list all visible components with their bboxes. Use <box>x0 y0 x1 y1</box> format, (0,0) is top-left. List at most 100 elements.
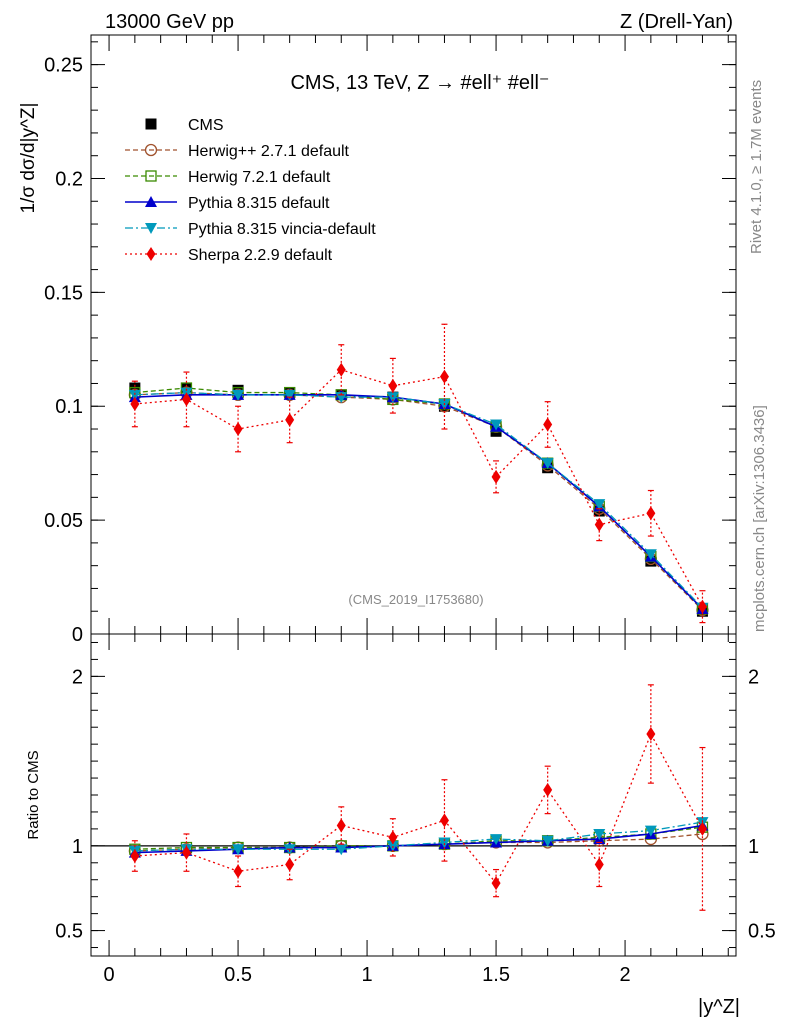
main-y-tick-label: 0.25 <box>44 55 83 77</box>
data-point-sherpa-2-2-9-default <box>233 864 243 879</box>
legend-entry-pythia-8-315-vincia-default: Pythia 8.315 vincia-default <box>125 221 376 238</box>
data-point-sherpa-2-2-9-default <box>130 396 140 411</box>
data-point-pythia-8-315-vincia-default <box>490 834 503 846</box>
x-axis-label: |y^Z| <box>698 996 740 1018</box>
ratio-y-tick-label: 0.5 <box>55 921 83 943</box>
data-point-sherpa-2-2-9-default <box>181 392 191 407</box>
mcplots-source-label: mcplots.cern.ch [arXiv:1306.3436] <box>751 405 768 632</box>
series-line-herwig-7-2-1-default <box>134 387 703 610</box>
main-panel-axes: 0 0.05 0.1 0.15 0.2 0.25 <box>44 35 736 646</box>
ratio-panel-frame <box>90 633 737 957</box>
data-point-pythia-8-315-vincia-default <box>128 389 141 401</box>
header-analysis-label: Z (Drell-Yan) <box>620 11 733 33</box>
main-y-tick-label: 0 <box>72 624 83 646</box>
legend-entry-sherpa-2-2-9-default: Sherpa 2.2.9 default <box>125 247 333 264</box>
data-point-sherpa-2-2-9-default <box>233 422 243 437</box>
data-point-sherpa-2-2-9-default <box>285 412 295 427</box>
data-point-pythia-8-315-vincia-default <box>438 837 451 849</box>
data-point-sherpa-2-2-9-default <box>646 726 656 741</box>
data-point-pythia-8-315-vincia-default <box>232 844 245 856</box>
rivet-version-label: Rivet 4.1.0, ≥ 1.7M events <box>748 80 765 254</box>
legend-entry-herwig-7-2-1-default: Herwig 7.2.1 default <box>125 169 331 186</box>
data-point-sherpa-2-2-9-default <box>439 813 449 828</box>
data-point-sherpa-2-2-9-default <box>285 857 295 872</box>
main-y-tick-label: 0.1 <box>55 396 83 418</box>
ratio-y-tick-label-right: 2 <box>748 666 759 688</box>
series-line-pythia-8-315-default <box>134 394 704 610</box>
ratio-y-tick-label: 1 <box>72 836 83 858</box>
series-line-pythia-8-315-vincia-default <box>134 391 703 609</box>
data-point-pythia-8-315-vincia-default <box>593 828 606 840</box>
series-herwig-7-2-1-default <box>129 382 709 615</box>
series-sherpa-2-2-9-default <box>130 323 707 624</box>
series-line-pythia-8-315-default <box>134 824 703 854</box>
legend-entry-herwig-2-7-1-default: Herwig++ 2.7.1 default <box>125 143 350 160</box>
data-point-pythia-8-315-vincia-default <box>644 825 657 837</box>
legend-entry-cms: CMS <box>145 117 224 134</box>
data-point-sherpa-2-2-9-default <box>646 506 656 521</box>
data-point-pythia-8-315-vincia-default <box>593 499 606 511</box>
ratio-panel-axes: 0.5 0.5 1 1 2 2 0 0.5 1 1.5 2 <box>55 634 776 986</box>
data-point-pythia-8-315-vincia-default <box>541 835 554 847</box>
data-point-sherpa-2-2-9-default <box>336 362 346 377</box>
series-pythia-8-315-default <box>128 388 709 614</box>
series-cms <box>129 382 708 617</box>
legend-marker-herwig-7-2-1-default <box>145 170 157 182</box>
data-point-pythia-8-315-vincia-default <box>283 389 296 401</box>
legend-label-cms: CMS <box>188 117 224 134</box>
data-point-sherpa-2-2-9-default <box>697 821 707 836</box>
main-y-tick-label: 0.15 <box>44 282 83 304</box>
series-sherpa-2-2-9-default <box>130 684 707 911</box>
series-herwig-2-7-1-default <box>128 386 709 617</box>
legend-label-herwig-7-2-1-default: Herwig 7.2.1 default <box>188 169 331 186</box>
ratio-y-tick-label: 2 <box>72 666 83 688</box>
legend-marker-cms <box>145 118 157 130</box>
legend-entry-pythia-8-315-default: Pythia 8.315 default <box>125 195 330 212</box>
legend-marker-herwig-2-7-1-default <box>144 143 158 157</box>
ratio-x-tick-label: 1 <box>361 964 372 986</box>
main-panel-data <box>128 323 709 624</box>
data-point-pythia-8-315-vincia-default <box>386 392 399 404</box>
legend: CMS Herwig++ 2.7.1 default Herwig 7.2.1 de… <box>125 117 376 264</box>
data-point-sherpa-2-2-9-default <box>181 845 191 860</box>
header-process-label: 13000 GeV pp <box>105 11 234 33</box>
ratio-x-tick-label: 1.5 <box>482 964 510 986</box>
data-point-sherpa-2-2-9-default <box>336 818 346 833</box>
series-pythia-8-315-default <box>128 819 709 858</box>
data-point-sherpa-2-2-9-default <box>543 417 553 432</box>
ratio-x-tick-label: 2 <box>619 964 630 986</box>
data-point-sherpa-2-2-9-default <box>388 830 398 845</box>
data-point-pythia-8-315-vincia-default <box>232 389 245 401</box>
ratio-x-tick-label: 0 <box>103 964 114 986</box>
data-point-sherpa-2-2-9-default <box>543 782 553 797</box>
data-point-sherpa-2-2-9-default <box>697 599 707 614</box>
legend-label-pythia-8-315-vincia-default: Pythia 8.315 vincia-default <box>188 221 376 238</box>
data-point-pythia-8-315-vincia-default <box>490 419 503 431</box>
data-point-sherpa-2-2-9-default <box>594 517 604 532</box>
data-point-sherpa-2-2-9-default <box>491 876 501 891</box>
data-point-sherpa-2-2-9-default <box>130 849 140 864</box>
data-point-pythia-8-315-vincia-default <box>541 458 554 470</box>
legend-marker-sherpa-2-2-9-default <box>146 247 156 261</box>
data-point-sherpa-2-2-9-default <box>439 369 449 384</box>
legend-label-herwig-2-7-1-default: Herwig++ 2.7.1 default <box>188 143 350 160</box>
ratio-x-tick-label: 0.5 <box>224 964 252 986</box>
ratio-panel-data <box>128 684 709 911</box>
analysis-watermark: (CMS_2019_I1753680) <box>348 592 483 607</box>
series-line-herwig-2-7-1-default <box>134 391 703 611</box>
data-point-pythia-8-315-vincia-default <box>644 549 657 561</box>
series-line-pythia-8-315-vincia-default <box>134 821 703 852</box>
legend-label-pythia-8-315-default: Pythia 8.315 default <box>188 195 330 212</box>
data-point-sherpa-2-2-9-default <box>594 857 604 872</box>
ratio-y-axis-label: Ratio to CMS <box>25 750 42 839</box>
ratio-y-tick-label-right: 1 <box>748 836 759 858</box>
legend-marker-pythia-8-315-default <box>145 196 157 207</box>
data-point-pythia-8-315-vincia-default <box>335 844 348 856</box>
series-line-sherpa-2-2-9-default <box>134 369 704 607</box>
data-point-sherpa-2-2-9-default <box>388 378 398 393</box>
main-y-tick-label: 0.2 <box>55 168 83 190</box>
main-y-tick-label: 0.05 <box>44 510 83 532</box>
data-point-sherpa-2-2-9-default <box>491 469 501 484</box>
y-axis-label: 1/σ dσ/d|y^Z| <box>18 103 39 214</box>
